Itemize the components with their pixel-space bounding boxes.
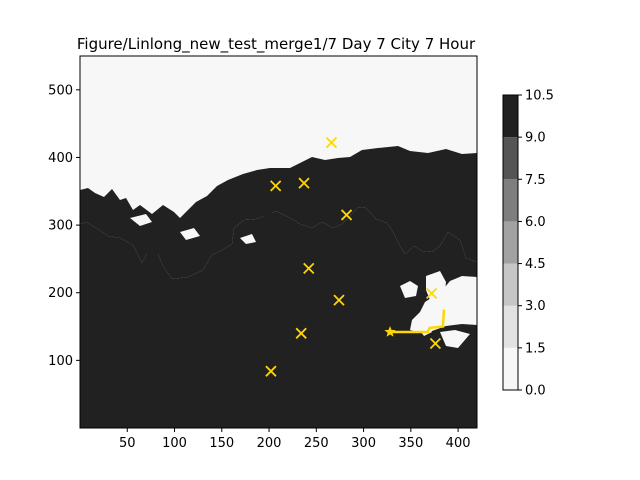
colorbar: 0.0 1.5 3.0 4.5 6.0 7.5 9.0 10.5 xyxy=(502,89,554,399)
city-marker xyxy=(333,294,345,306)
city-marker xyxy=(298,177,310,189)
x-tick-label: 400 xyxy=(446,436,471,451)
y-axis: 100 200 300 400 500 xyxy=(48,83,80,369)
x-axis: 50 100 150 200 250 300 350 400 xyxy=(119,428,471,451)
colorbar-tick-label: 0.0 xyxy=(525,384,546,399)
colorbar-tick-label: 10.5 xyxy=(525,89,554,104)
plot-frame xyxy=(79,55,478,429)
colorbar-tick-label: 6.0 xyxy=(525,215,546,230)
city-marker xyxy=(270,180,282,192)
colorbar-tick-label: 3.0 xyxy=(525,299,546,314)
city-marker xyxy=(425,287,438,300)
city-marker xyxy=(303,262,315,275)
colorbar-level xyxy=(503,221,518,264)
colorbar-level xyxy=(503,137,518,180)
colorbar-level xyxy=(503,179,518,222)
x-tick-label: 200 xyxy=(257,436,282,451)
city-marker xyxy=(340,209,353,221)
colorbar-level xyxy=(503,305,518,348)
chart-title: Figure/Linlong_new_test_merge1/7 Day 7 C… xyxy=(77,35,476,54)
colorbar-frame xyxy=(502,94,519,391)
colorbar-level xyxy=(503,263,518,306)
light-islands-west xyxy=(130,214,256,244)
dark-region-south xyxy=(80,207,477,428)
y-tick-label: 500 xyxy=(48,83,73,98)
y-tick-label: 300 xyxy=(48,219,73,234)
start-marker xyxy=(384,325,396,337)
city-marker xyxy=(265,365,277,377)
city-marker xyxy=(325,136,338,149)
x-tick-label: 100 xyxy=(162,436,187,451)
route-path xyxy=(390,309,446,334)
colorbar-tick-label: 9.0 xyxy=(525,131,546,146)
plot-area xyxy=(80,56,477,428)
light-coast-east xyxy=(400,271,470,348)
colorbar-tick-label: 4.5 xyxy=(525,257,546,272)
x-tick-label: 250 xyxy=(304,436,329,451)
y-tick-label: 100 xyxy=(48,354,73,369)
city-markers xyxy=(265,136,442,377)
y-tick-label: 400 xyxy=(48,151,73,166)
colorbar-level xyxy=(503,347,518,390)
colorbar-level xyxy=(503,95,518,138)
dark-region xyxy=(80,146,477,279)
x-tick-label: 300 xyxy=(351,436,376,451)
colorbar-tick-label: 7.5 xyxy=(525,173,546,188)
colorbar-tick-label: 1.5 xyxy=(525,341,546,356)
x-tick-label: 50 xyxy=(119,436,136,451)
y-tick-label: 200 xyxy=(48,286,73,301)
x-tick-label: 150 xyxy=(209,436,234,451)
city-marker xyxy=(429,337,442,350)
x-tick-label: 350 xyxy=(398,436,423,451)
city-marker xyxy=(295,327,307,339)
